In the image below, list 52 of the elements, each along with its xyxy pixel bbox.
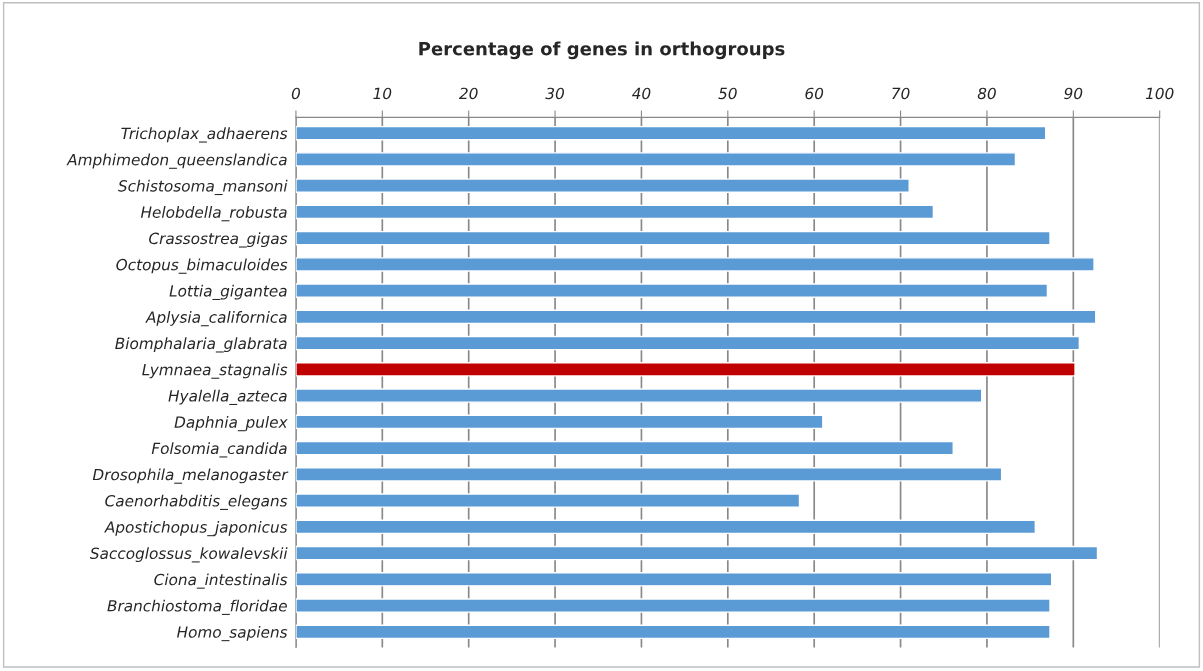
y-tick-label: Aplysia_californica <box>145 311 287 327</box>
bar <box>295 467 1003 482</box>
y-tick-label: Apostichopus_japonicus <box>104 521 288 537</box>
bar <box>295 388 983 403</box>
y-tick-label: Daphnia_pulex <box>174 416 288 432</box>
x-tick-label: 80 <box>977 87 996 100</box>
x-tick-label: 30 <box>545 87 565 100</box>
bar <box>295 125 1047 141</box>
bar <box>295 545 1099 561</box>
bar <box>295 335 1081 351</box>
chart-title: Percentage of genes in orthogroups <box>419 41 785 60</box>
y-tick-label: Drosophila_melanogaster <box>92 468 289 484</box>
y-tick-label: Helobdella_robusta <box>140 206 287 222</box>
bar <box>295 152 1017 167</box>
x-tick-label: 20 <box>459 87 478 100</box>
y-tick-label: Lymnaea_stagnalis <box>142 363 288 379</box>
bar <box>295 204 935 220</box>
x-tick-label: 10 <box>373 87 392 100</box>
bar <box>295 440 954 456</box>
x-tick-label: 50 <box>718 87 737 100</box>
y-tick-label: Lottia_gigantea <box>169 284 287 301</box>
y-tick-label: Octopus_bimaculoides <box>116 258 288 274</box>
y-tick-label: Caenorhabditis_elegans <box>105 494 288 510</box>
x-tick-label: 90 <box>1064 87 1083 100</box>
y-tick-label: Schistosoma_mansoni <box>118 179 288 196</box>
bar <box>295 598 1051 613</box>
y-tick-label: Saccoglossus_kowalevskii <box>89 547 288 563</box>
bar <box>295 624 1051 640</box>
bar <box>295 230 1051 246</box>
x-tick-label: 100 <box>1145 87 1174 100</box>
x-tick-label: 70 <box>892 87 910 100</box>
y-tick-label: Hyalella_azteca <box>168 389 287 405</box>
bar <box>295 309 1097 325</box>
y-tick-label: Folsomia_candida <box>151 442 287 458</box>
bar <box>295 178 910 193</box>
x-tick-label: 0 <box>291 87 301 100</box>
y-tick-label: Homo_sapiens <box>177 625 288 642</box>
bar <box>295 493 801 508</box>
bar <box>295 519 1037 535</box>
bar <box>295 572 1053 587</box>
y-tick-label: Ciona_intestinalis <box>154 573 288 589</box>
y-tick-label: Crassostrea_gigas <box>149 232 288 248</box>
bar <box>295 362 1076 377</box>
bar <box>295 283 1049 298</box>
bar <box>295 414 824 430</box>
x-tick-label: 40 <box>632 87 651 100</box>
y-tick-label: Branchiostoma_floridae <box>107 599 287 615</box>
y-tick-label: Trichoplax_adhaerens <box>121 127 288 143</box>
y-tick-label: Biomphalaria_glabrata <box>115 337 287 353</box>
x-tick-label: 60 <box>805 87 824 100</box>
y-tick-label: Amphimedon_queenslandica <box>66 153 287 169</box>
bar <box>295 257 1095 272</box>
